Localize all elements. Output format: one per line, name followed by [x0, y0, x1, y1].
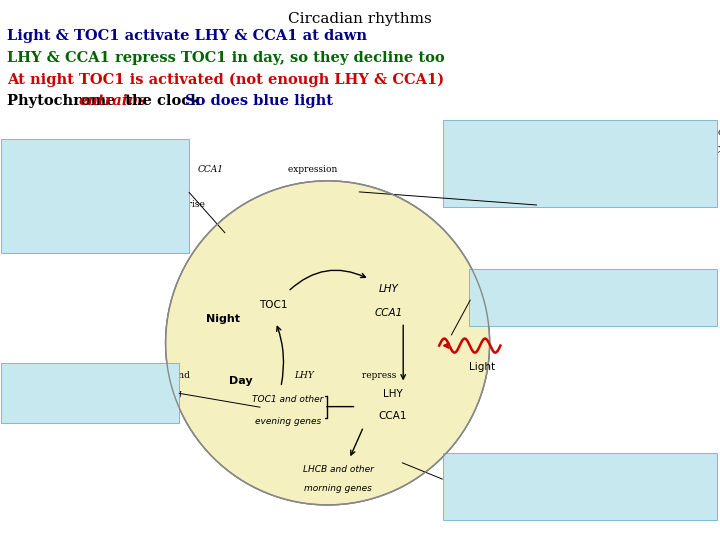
Text: LHY & CCA1 repress TOC1 in day, so they decline too: LHY & CCA1 repress TOC1 in day, so they …	[7, 51, 445, 65]
Text: Circadian rhythms: Circadian rhythms	[288, 12, 432, 26]
Text: repress: repress	[359, 371, 397, 380]
Text: Night: Night	[206, 314, 240, 323]
Text: TOC1: TOC1	[8, 200, 34, 210]
Text: TOC1: TOC1	[259, 300, 288, 310]
Text: the clock: the clock	[120, 94, 205, 108]
Text: At night TOC1 is activated (not enough LHY & CCA1): At night TOC1 is activated (not enough L…	[7, 72, 444, 87]
Text: and other morning genes.: and other morning genes.	[449, 497, 569, 506]
Text: and other evening: and other evening	[95, 389, 182, 398]
Text: morning genes: morning genes	[305, 484, 372, 493]
Text: genes.: genes.	[8, 407, 37, 416]
Text: entrains: entrains	[78, 94, 146, 108]
Text: LHY: LHY	[8, 165, 28, 174]
Text: toward the end of the day.: toward the end of the day.	[8, 236, 128, 245]
Text: LHY: LHY	[379, 284, 399, 294]
Text: LHY: LHY	[523, 146, 544, 155]
Text: 1. Light activates: 1. Light activates	[476, 278, 559, 287]
Text: CCA1: CCA1	[378, 411, 407, 421]
Text: augments the expression: augments the expression	[611, 128, 720, 137]
Text: LHY: LHY	[382, 389, 402, 399]
Text: the cycle again.: the cycle again.	[449, 181, 522, 191]
Text: maximum levels at dawn, starting: maximum levels at dawn, starting	[449, 164, 605, 173]
Text: TOC1: TOC1	[8, 389, 34, 398]
Text: TOC1: TOC1	[523, 128, 549, 137]
Text: evening genes: evening genes	[255, 417, 321, 426]
Text: the expression of: the expression of	[449, 479, 531, 488]
Text: Light: Light	[469, 362, 495, 372]
FancyBboxPatch shape	[443, 120, 717, 207]
Text: 4. Progressive reduction of: 4. Progressive reduction of	[8, 147, 132, 156]
Text: expression: expression	[284, 165, 337, 174]
Ellipse shape	[166, 181, 490, 505]
Text: expression at dawn.: expression at dawn.	[563, 295, 658, 305]
FancyBboxPatch shape	[469, 269, 717, 326]
Text: CCA1: CCA1	[82, 371, 108, 380]
Text: Phytochrome: Phytochrome	[7, 94, 121, 108]
Text: transcript levels to rise: transcript levels to rise	[95, 200, 205, 210]
Text: CCA1: CCA1	[476, 295, 502, 305]
Text: and: and	[170, 371, 192, 380]
Text: So does blue light: So does blue light	[184, 94, 333, 108]
Text: CCA1: CCA1	[374, 308, 403, 318]
Text: LHY: LHY	[294, 371, 313, 380]
FancyBboxPatch shape	[1, 139, 189, 253]
Text: 2. LHY and CCA1 activate: 2. LHY and CCA1 activate	[449, 461, 569, 470]
FancyBboxPatch shape	[443, 453, 717, 520]
Text: CCA1: CCA1	[197, 165, 223, 174]
Text: Day: Day	[230, 376, 253, 386]
Text: and: and	[73, 165, 96, 174]
Text: 3.: 3.	[8, 371, 19, 380]
Text: 5.: 5.	[449, 128, 461, 137]
Text: and: and	[589, 146, 612, 155]
FancyBboxPatch shape	[1, 363, 179, 423]
Text: Light & TOC1 activate LHY & CCA1 at dawn: Light & TOC1 activate LHY & CCA1 at dawn	[7, 29, 367, 43]
Text: and reach maximum levels: and reach maximum levels	[8, 218, 131, 227]
Text: levels during the day allows: levels during the day allows	[8, 183, 136, 192]
Ellipse shape	[166, 181, 490, 505]
Text: of: of	[449, 146, 461, 155]
Text: TOC1 and other: TOC1 and other	[252, 395, 324, 404]
Text: LHCB and other: LHCB and other	[303, 465, 374, 474]
Text: CCA1: CCA1	[714, 146, 720, 155]
